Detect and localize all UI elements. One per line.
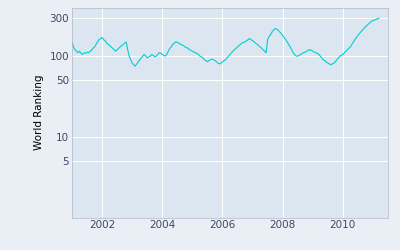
Y-axis label: World Ranking: World Ranking [34,75,44,150]
